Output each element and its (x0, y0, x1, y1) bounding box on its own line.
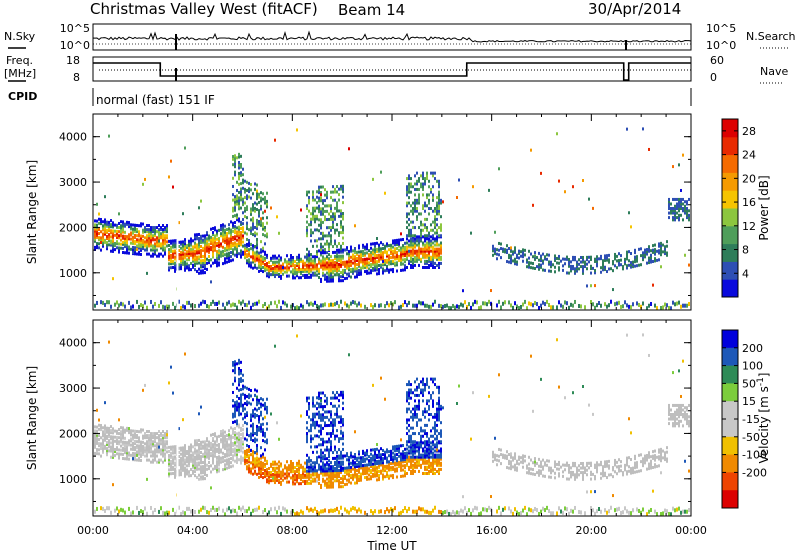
velocity-x-ticks: 00:00 04:00 08:00 12:00 16:00 20:00 00:00 (77, 320, 707, 537)
x-tick-label: 12:00 (376, 524, 408, 537)
beam-label: Beam 14 (338, 1, 405, 19)
colorbar-swatch (722, 208, 738, 226)
power-colorbar-label: Power [dB] (757, 175, 771, 240)
colorbar-tick-label: -200 (742, 466, 767, 479)
colorbar-swatch (722, 137, 738, 155)
date-label: 30/Apr/2014 (588, 0, 681, 18)
colorbar-swatch (722, 419, 738, 437)
colorbar-swatch (722, 455, 738, 473)
x-tick-label: 08:00 (276, 524, 308, 537)
power-y-axis-label: Slant Range [km] (25, 160, 39, 264)
y-tick-label: 1000 (59, 267, 87, 280)
nsky-tick-bottom: 10^0 (60, 39, 90, 52)
x-tick-label: 00:00 (77, 524, 109, 537)
nave-label: Nave (760, 65, 788, 78)
y-tick-label: 2000 (59, 221, 87, 234)
colorbar-swatch (722, 490, 738, 508)
colorbar-swatch (722, 279, 738, 297)
velocity-y-axis-label: Slant Range [km] (25, 366, 39, 470)
nave-tick-top: 60 (710, 54, 724, 67)
colorbar-swatch (722, 401, 738, 419)
colorbar-swatch (722, 348, 738, 366)
nsky-trace (93, 32, 691, 50)
velocity-heatmap (94, 320, 690, 516)
y-tick-label: 3000 (59, 176, 87, 189)
freq-panel (93, 57, 691, 81)
colorbar-swatch (722, 226, 738, 244)
power-panel: 1000 2000 3000 4000 Slant Range [km] (25, 114, 691, 310)
x-tick-label: 16:00 (476, 524, 508, 537)
y-tick-label: 4000 (59, 131, 87, 144)
x-tick-label: 00:00 (675, 524, 707, 537)
colorbar-swatch (722, 330, 738, 348)
nsearch-tick-top: 10^5 (706, 22, 736, 35)
colorbar-swatch (722, 261, 738, 279)
x-tick-label: 20:00 (575, 524, 607, 537)
colorbar-tick-label: 100 (742, 360, 763, 373)
nsearch-label: N.Search (746, 30, 796, 43)
y-tick-label: 2000 (59, 427, 87, 440)
colorbar-tick-label: 20 (742, 172, 756, 185)
colorbar-tick-label: 12 (742, 220, 756, 233)
freq-tick-top: 18 (66, 54, 80, 67)
power-heatmap (94, 114, 690, 310)
power-x-ticks (93, 114, 691, 310)
y-tick-label: 4000 (59, 337, 87, 350)
y-tick-label: 3000 (59, 382, 87, 395)
nave-tick-bottom: 0 (710, 71, 717, 84)
freq-trace (93, 63, 691, 81)
colorbar-tick-label: 28 (742, 125, 756, 138)
colorbar-swatch (722, 190, 738, 208)
freq-tick-bottom: 8 (73, 71, 80, 84)
x-axis-label: Time UT (366, 539, 417, 553)
colorbar-tick-label: 16 (742, 196, 756, 209)
colorbar-swatch (722, 383, 738, 401)
nsky-tick-top: 10^5 (60, 22, 90, 35)
power-frame (93, 114, 691, 310)
nsearch-tick-bottom: 10^0 (706, 39, 736, 52)
colorbar-tick-label: 15 (742, 395, 756, 408)
velocity-frame (93, 320, 691, 516)
colorbar-swatch (722, 172, 738, 190)
colorbar-tick-label: 8 (742, 244, 749, 257)
x-tick-label: 04:00 (177, 524, 209, 537)
colorbar-swatch (722, 437, 738, 455)
cpid-label: CPID (8, 90, 37, 103)
site-title: Christmas Valley West (fitACF) (90, 0, 318, 18)
colorbar-tick-label: 24 (742, 149, 756, 162)
colorbar-tick-label: 200 (742, 342, 763, 355)
colorbar-swatch (722, 472, 738, 490)
colorbar-tick-label: 50 (742, 377, 756, 390)
colorbar-swatch (722, 366, 738, 384)
colorbar-tick-label: 4 (742, 267, 749, 280)
y-tick-label: 1000 (59, 473, 87, 486)
velocity-panel: 1000 2000 3000 4000 00:00 04:00 08:00 12:00 16:… (25, 320, 707, 553)
nsky-label: N.Sky (4, 30, 36, 43)
power-colorbar: 4 8 12 16 20 24 28 Power [dB] (722, 119, 771, 298)
colorbar-swatch (722, 119, 738, 137)
nsky-panel (93, 24, 691, 50)
colorbar-swatch (722, 244, 738, 262)
freq-label-line2: [MHz] (4, 67, 36, 80)
freq-label-line1: Freq. (6, 54, 33, 67)
colorbar-swatch (722, 155, 738, 173)
cpid-text: normal (fast) 151 IF (96, 93, 215, 107)
velocity-colorbar-label: Velocity [m s-1] (756, 373, 771, 464)
